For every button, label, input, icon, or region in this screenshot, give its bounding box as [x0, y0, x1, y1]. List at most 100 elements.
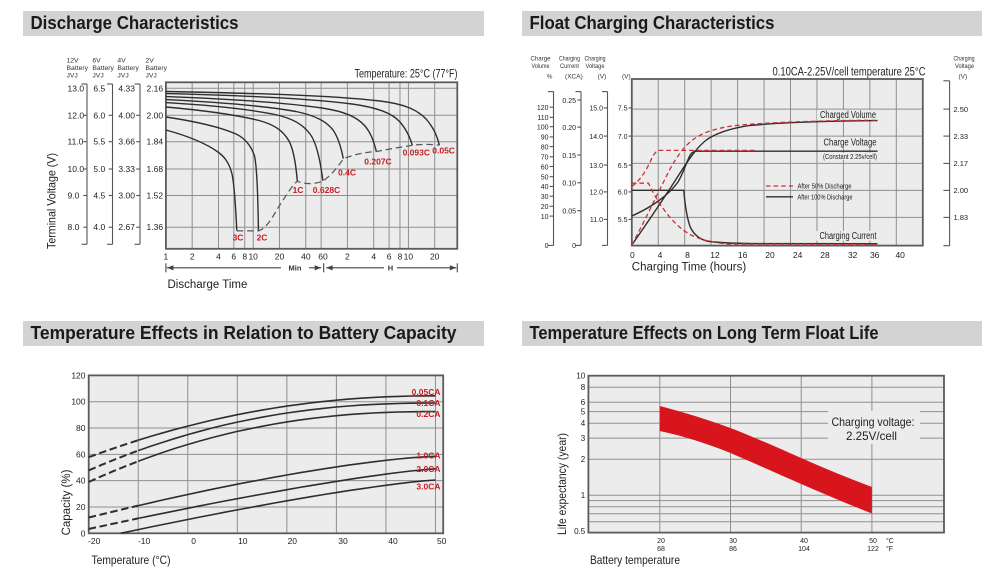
svg-text:0: 0	[81, 528, 86, 538]
svg-text:20: 20	[765, 250, 775, 260]
svg-text:2.17: 2.17	[954, 159, 969, 168]
svg-text:7.5: 7.5	[618, 106, 628, 113]
svg-text:0.628C: 0.628C	[313, 185, 340, 195]
svg-text:20: 20	[541, 204, 549, 211]
svg-text:30: 30	[338, 536, 348, 546]
svg-text:0: 0	[545, 243, 549, 250]
svg-text:Charging: Charging	[954, 56, 975, 63]
svg-text:24: 24	[793, 250, 803, 260]
svg-text:40: 40	[800, 538, 808, 545]
svg-text:20: 20	[657, 538, 665, 545]
svg-text:2.16: 2.16	[147, 83, 164, 93]
svg-text:JVJ: JVJ	[146, 73, 157, 80]
svg-text:0: 0	[630, 250, 635, 260]
svg-text:40: 40	[388, 536, 398, 546]
svg-text:1.0CA: 1.0CA	[416, 451, 440, 461]
svg-text:104: 104	[798, 546, 810, 553]
svg-text:0.15: 0.15	[562, 153, 576, 160]
svg-text:Float Charging Characteristics: Float Charging Characteristics	[530, 13, 775, 33]
svg-text:2.50: 2.50	[954, 105, 969, 114]
svg-text:50: 50	[437, 536, 447, 546]
svg-text:2: 2	[581, 455, 586, 464]
svg-text:Charged Volume: Charged Volume	[820, 110, 876, 121]
svg-text:Temperature Effects in Relatio: Temperature Effects in Relation to Batte…	[31, 323, 457, 343]
svg-text:0.10CA-2.25V/cell temperature: 0.10CA-2.25V/cell temperature 25°C	[773, 65, 926, 79]
svg-text:60: 60	[318, 252, 328, 262]
svg-text:Temperature Effects on Long Te: Temperature Effects on Long Term Float L…	[530, 323, 879, 343]
svg-text:2.25V/cell: 2.25V/cell	[846, 429, 897, 443]
svg-text:Charging: Charging	[559, 56, 580, 63]
svg-text:%: %	[547, 74, 553, 81]
svg-text:6: 6	[387, 252, 392, 262]
svg-text:Battery: Battery	[117, 65, 139, 72]
svg-text:20: 20	[288, 536, 298, 546]
svg-text:1.83: 1.83	[954, 213, 969, 222]
svg-text:70: 70	[541, 155, 549, 162]
svg-text:1: 1	[581, 491, 586, 500]
svg-text:(V): (V)	[959, 74, 968, 81]
svg-text:4V: 4V	[117, 58, 126, 65]
svg-text:0.05C: 0.05C	[432, 146, 455, 156]
svg-text:2.33: 2.33	[954, 132, 969, 141]
svg-text:3.33: 3.33	[118, 164, 135, 174]
svg-text:2C: 2C	[257, 233, 268, 243]
svg-text:2.0CA: 2.0CA	[416, 464, 440, 474]
svg-text:2: 2	[345, 252, 350, 262]
svg-text:Terminal Voltage (V): Terminal Voltage (V)	[46, 153, 59, 249]
svg-text:8: 8	[685, 250, 690, 260]
svg-text:15.0: 15.0	[589, 106, 603, 113]
svg-text:11.0: 11.0	[68, 137, 84, 147]
svg-text:11.0: 11.0	[590, 217, 603, 224]
svg-text:0.4C: 0.4C	[338, 167, 356, 177]
svg-text:2: 2	[190, 252, 195, 262]
svg-text:7.0: 7.0	[618, 134, 628, 141]
svg-text:Min: Min	[289, 263, 302, 272]
svg-text:-20: -20	[88, 536, 101, 546]
svg-text:30: 30	[541, 194, 549, 201]
svg-text:4.0: 4.0	[93, 222, 105, 232]
svg-text:Voltage: Voltage	[955, 63, 974, 70]
svg-text:10: 10	[248, 252, 258, 262]
svg-text:5: 5	[581, 407, 586, 416]
svg-text:13.0: 13.0	[68, 83, 85, 93]
svg-text:36: 36	[870, 250, 880, 260]
svg-text:12.0: 12.0	[589, 190, 603, 197]
svg-text:110: 110	[537, 115, 548, 122]
svg-text:Current: Current	[560, 63, 579, 70]
svg-text:50: 50	[869, 538, 877, 545]
svg-text:6.0: 6.0	[618, 190, 628, 197]
svg-text:3.66: 3.66	[118, 137, 135, 147]
svg-text:80: 80	[541, 144, 549, 151]
svg-text:0.2CA: 0.2CA	[416, 409, 440, 419]
svg-text:1.36: 1.36	[147, 222, 164, 232]
svg-text:0.1CA: 0.1CA	[416, 398, 440, 408]
svg-text:40: 40	[76, 476, 86, 486]
svg-text:120: 120	[71, 370, 85, 380]
svg-text:0.10: 0.10	[562, 181, 576, 188]
svg-text:Charging: Charging	[585, 56, 606, 63]
svg-text:4.00: 4.00	[118, 110, 135, 120]
svg-text:8.0: 8.0	[68, 222, 80, 232]
svg-text:100: 100	[537, 125, 549, 132]
svg-text:32: 32	[848, 250, 858, 260]
svg-text:Battery: Battery	[92, 65, 114, 72]
svg-text:1.68: 1.68	[147, 164, 164, 174]
svg-text:2.00: 2.00	[954, 186, 969, 195]
svg-text:(XCA): (XCA)	[565, 74, 583, 81]
svg-text:120: 120	[537, 105, 549, 112]
svg-text:Volume: Volume	[532, 63, 550, 70]
svg-text:3C: 3C	[233, 233, 244, 243]
svg-text:5.5: 5.5	[93, 137, 105, 147]
svg-text:Charging voltage:: Charging voltage:	[832, 415, 915, 429]
svg-text:0.093C: 0.093C	[403, 148, 430, 158]
svg-text:12.0: 12.0	[68, 110, 85, 120]
svg-text:0.05: 0.05	[562, 209, 576, 216]
svg-text:16: 16	[738, 250, 748, 260]
svg-text:(Constant 2.25v/cell): (Constant 2.25v/cell)	[823, 154, 877, 161]
svg-text:2V: 2V	[146, 58, 155, 65]
svg-text:40: 40	[541, 184, 549, 191]
svg-text:4: 4	[658, 250, 663, 260]
svg-text:1C: 1C	[293, 185, 304, 195]
svg-text:8: 8	[581, 383, 586, 392]
svg-text:Battery: Battery	[146, 65, 168, 72]
